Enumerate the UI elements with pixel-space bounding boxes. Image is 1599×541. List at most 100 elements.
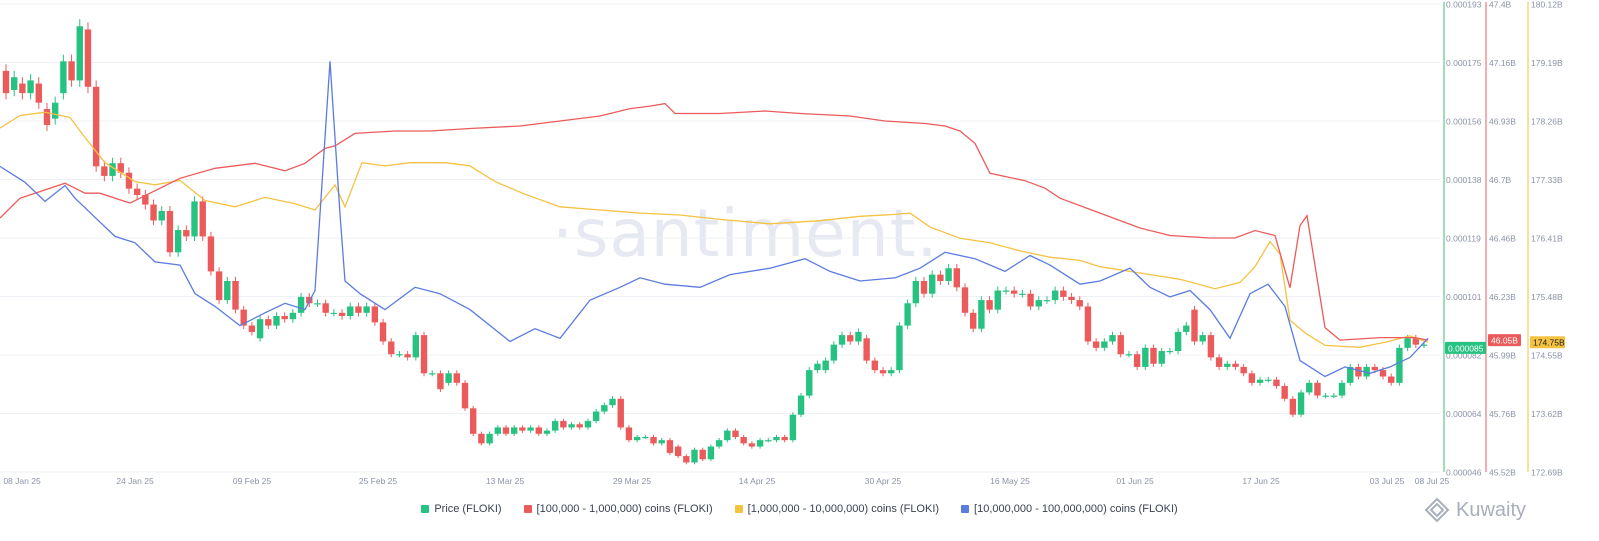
candle-body <box>871 360 879 371</box>
price-candle <box>35 77 42 109</box>
y-tick-label: 174.55B <box>1531 351 1563 361</box>
price-candle <box>404 351 411 361</box>
candle-body <box>945 268 952 281</box>
candle-body <box>478 433 485 444</box>
price-candle <box>1027 289 1034 311</box>
candle-body <box>199 201 206 237</box>
series-1m-10m-line <box>0 111 1429 348</box>
legend-item-10m-100m[interactable]: [10,000,000 - 100,000,000) coins (FLOKI) <box>961 498 1178 520</box>
legend-item-price[interactable]: Price (FLOKI) <box>421 498 502 520</box>
price-candle <box>633 434 641 443</box>
candle-body <box>855 331 862 342</box>
candle-body <box>1133 354 1141 367</box>
candle-body <box>617 398 624 428</box>
price-candle <box>347 302 354 320</box>
candle-body <box>1273 379 1280 387</box>
candle-body <box>1297 392 1305 415</box>
candle-body <box>1306 382 1313 393</box>
chart-legend: Price (FLOKI) [100,000 - 1,000,000) coin… <box>0 498 1599 520</box>
price-candle <box>117 157 124 179</box>
price-candle <box>551 418 559 433</box>
candle-body <box>576 424 583 428</box>
y-tick-label: 46.7B <box>1489 175 1512 185</box>
price-candle <box>133 183 141 201</box>
y-tick-label: 47.16B <box>1489 58 1516 68</box>
price-candle <box>732 428 739 440</box>
candle-body <box>535 427 542 434</box>
candle-body <box>1142 347 1149 367</box>
candle-body <box>27 80 34 94</box>
price-candle <box>1174 328 1182 355</box>
price-candle <box>592 409 600 424</box>
price-candle <box>84 22 92 94</box>
y-tick-label: 0.000064 <box>1446 409 1482 419</box>
price-candle <box>1347 363 1354 386</box>
holder-series-lines <box>0 61 1429 378</box>
candle-body <box>437 373 444 390</box>
legend-item-1m-10m[interactable]: [1,000,000 - 10,000,000) coins (FLOKI) <box>734 498 939 520</box>
price-candle <box>322 299 329 317</box>
x-tick-label: 25 Feb 25 <box>359 476 398 486</box>
value-tag-bg <box>1530 336 1565 349</box>
candle-body <box>699 449 706 460</box>
price-candle <box>756 438 764 449</box>
candle-body <box>338 312 346 316</box>
price-candle <box>420 331 428 377</box>
price-candle <box>265 315 272 330</box>
price-candle <box>388 338 395 358</box>
y-tick-label: 0.000082 <box>1446 351 1482 361</box>
santiment-watermark: ·santiment. <box>552 195 938 272</box>
price-candle <box>281 312 288 323</box>
price-candle <box>330 309 338 317</box>
candle-body <box>379 322 387 342</box>
x-tick-label: 17 Jun 25 <box>1242 476 1280 486</box>
price-candle <box>314 299 321 308</box>
price-candle <box>494 425 501 437</box>
price-candle <box>150 199 157 226</box>
price-candle <box>1289 396 1297 418</box>
1m-10m-current-tag: 174.75B <box>1530 336 1565 349</box>
price-candle <box>1232 360 1239 370</box>
price-candle <box>543 428 551 437</box>
price-candle <box>486 431 493 446</box>
price-candle <box>929 270 936 298</box>
price-candle <box>1215 354 1223 370</box>
candle-body <box>830 344 838 361</box>
legend-item-100k-1m[interactable]: [100,000 - 1,000,000) coins (FLOKI) <box>523 498 713 520</box>
y-tick-label: 176.41B <box>1531 234 1563 244</box>
price-candle <box>1150 344 1157 367</box>
series-10m-100m-line <box>0 61 1429 378</box>
candle-body <box>232 280 239 310</box>
candle-body <box>1076 300 1083 307</box>
candle-body <box>707 446 715 460</box>
price-candle <box>535 425 542 437</box>
price-candle <box>1125 351 1133 358</box>
price-candle <box>92 80 100 172</box>
price-candle <box>953 264 960 292</box>
price-candle <box>855 328 862 345</box>
x-tick-label: 30 Apr 25 <box>865 476 902 486</box>
candle-body <box>1248 373 1256 383</box>
candle-body <box>510 427 518 434</box>
price-candle <box>478 431 485 446</box>
candle-body <box>847 335 854 342</box>
candle-body <box>142 195 149 205</box>
price-current-tag: 0.000085 <box>1445 341 1486 354</box>
price-candle <box>650 434 657 446</box>
candle-body <box>1125 354 1133 356</box>
candle-body <box>527 427 534 431</box>
price-candle <box>371 302 379 326</box>
candle-body <box>1199 335 1206 342</box>
price-candles <box>2 19 1428 465</box>
price-candle <box>576 421 583 430</box>
value-tag-text: 0.000085 <box>1448 343 1484 353</box>
candle-body <box>486 433 493 444</box>
candle-body <box>658 440 665 444</box>
price-candle <box>1297 389 1305 418</box>
price-candle <box>1191 305 1198 345</box>
price-candle <box>142 189 149 210</box>
price-candle <box>863 334 870 364</box>
candle-body <box>969 312 977 329</box>
price-candle <box>699 447 706 462</box>
price-candle <box>10 70 18 97</box>
